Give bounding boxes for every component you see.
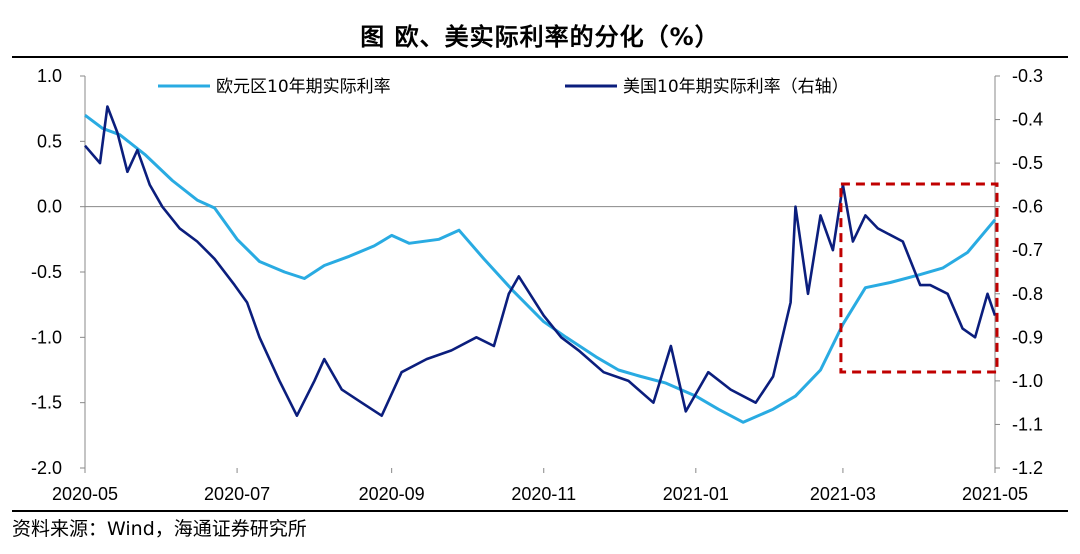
y-left-tick-label: -1.5: [31, 393, 62, 413]
chart-title: 图 欧、美实际利率的分化（%）: [360, 23, 720, 51]
y-right-tick-label: -0.4: [1012, 110, 1043, 130]
y-right-tick-label: -0.3: [1012, 66, 1043, 86]
y-right-tick-label: -0.5: [1012, 153, 1043, 173]
y-right-tick-label: -0.6: [1012, 197, 1043, 217]
y-left-tick-label: 0.5: [37, 131, 62, 151]
y-right-tick-label: -1.2: [1012, 458, 1043, 478]
series-line-us: [84, 105, 997, 417]
x-tick-label: 2021-01: [663, 484, 729, 504]
highlight-box: [839, 182, 999, 374]
x-tick-label: 2020-05: [52, 484, 118, 504]
y-right-tick-label: -0.7: [1012, 240, 1043, 260]
y-left-tick-label: -1.0: [31, 327, 62, 347]
chart-title-bar: 图 欧、美实际利率的分化（%）: [12, 18, 1068, 56]
legend-label-us: 美国10年期实际利率（右轴）: [623, 77, 849, 97]
source-note: 资料来源：Wind，海通证券研究所: [12, 518, 307, 540]
y-left-tick-label: 1.0: [37, 66, 62, 86]
y-left-tick-label: -2.0: [31, 458, 62, 478]
y-left-tick-label: 0.0: [37, 197, 62, 217]
y-right-tick-label: -0.9: [1012, 327, 1043, 347]
y-right-tick-label: -0.8: [1012, 284, 1043, 304]
x-tick-label: 2020-07: [204, 484, 270, 504]
y-right-tick-label: -1.0: [1012, 371, 1043, 391]
x-tick-label: 2020-11: [511, 484, 576, 504]
title-divider: [12, 56, 1068, 58]
legend-label-eu: 欧元区10年期实际利率: [216, 77, 391, 97]
x-tick-label: 2020-09: [359, 484, 425, 504]
bottom-divider: [12, 510, 1068, 512]
x-tick-label: 2021-03: [810, 484, 876, 504]
y-left-tick-label: -0.5: [31, 262, 62, 282]
x-tick-label: 2021-05: [962, 484, 1028, 504]
series-line-eu: [84, 113, 997, 424]
y-right-tick-label: -1.1: [1012, 414, 1043, 434]
